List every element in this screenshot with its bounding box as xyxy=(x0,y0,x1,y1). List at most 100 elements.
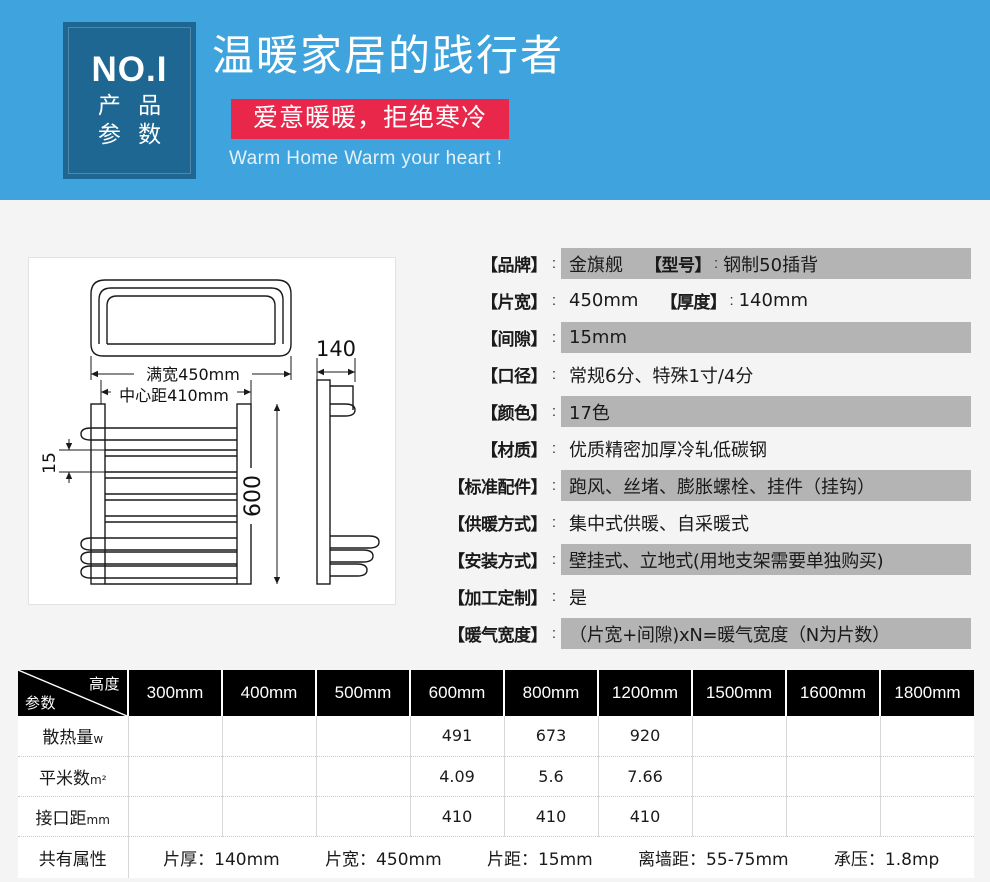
footer-attributes-list: 片厚：140mm 片宽：450mm 片距：15mm 离墙距：55-75mm 承压… xyxy=(129,845,975,870)
table-cell xyxy=(222,716,317,757)
row-unit: w xyxy=(93,732,104,747)
spec-colon-2: : xyxy=(714,255,719,272)
table-row-header: 散热量w xyxy=(18,716,129,757)
header-banner: NO.I 产 品 参 数 温暖家居的践行者 爱意暖暖，拒绝寒冷 Warm Hom… xyxy=(0,0,990,200)
spec-label: 【材质】 xyxy=(481,441,548,461)
spec-row: 【材质】 : 优质精密加厚冷轧低碳钢 xyxy=(443,430,971,467)
spec-label-2: 【型号】 xyxy=(645,256,712,276)
table-cell: 410 xyxy=(504,796,599,837)
banner-slogan-box: 爱意暖暖，拒绝寒冷 xyxy=(231,99,510,139)
table-row-header: 接口距mm xyxy=(18,796,129,837)
spec-value: 跑风、丝堵、膨胀螺栓、挂件（挂钩） xyxy=(569,476,875,498)
table-cell xyxy=(786,796,881,837)
corner-bottom-label: 参数 xyxy=(25,694,57,712)
spec-value-2: 钢制50插背 xyxy=(723,254,819,276)
table-cell: 673 xyxy=(504,716,599,757)
spec-value: 17色 xyxy=(569,402,610,424)
table-col-header: 300mm xyxy=(128,670,223,716)
spec-value: 常规6分、特殊1寸/4分 xyxy=(569,365,754,387)
table-cell xyxy=(786,716,881,757)
footer-attributes-cell: 片厚：140mm 片宽：450mm 片距：15mm 离墙距：55-75mm 承压… xyxy=(128,836,974,878)
spec-value-wrap: 是 xyxy=(561,581,971,612)
table-col-header: 500mm xyxy=(316,670,411,716)
spec-row: 【标准配件】 : 跑风、丝堵、膨胀螺栓、挂件（挂钩） xyxy=(443,467,971,504)
table-cell: 920 xyxy=(598,716,693,757)
spec-colon: : xyxy=(551,588,557,605)
spec-row: 【间隙】 : 15mm xyxy=(443,319,971,356)
table-cell xyxy=(880,716,974,757)
dim-gap-label: 15 xyxy=(40,452,60,474)
spec-colon: : xyxy=(551,625,557,642)
footer-item: 承压：1.8mp xyxy=(833,849,940,870)
spec-row: 【颜色】 : 17色 xyxy=(443,393,971,430)
footer-item: 片厚：140mm xyxy=(163,849,280,870)
spec-colon: : xyxy=(551,255,557,272)
table-cell xyxy=(222,756,317,797)
badge-no1-text: NO.I xyxy=(91,50,168,90)
spec-colon: : xyxy=(551,403,557,420)
spec-value-wrap: 优质精密加厚冷轧低碳钢 xyxy=(561,433,971,464)
table-cell: 4.09 xyxy=(410,756,505,797)
spec-value: 450mm xyxy=(569,290,639,311)
spec-value-wrap: 450mm 【厚度】 : 140mm xyxy=(561,285,971,316)
spec-colon: : xyxy=(551,440,557,457)
table-corner-cell: 高度 参数 xyxy=(18,670,129,716)
spec-label: 【品牌】 xyxy=(481,256,548,276)
spec-value: 是 xyxy=(569,587,587,609)
spec-label: 【片宽】 xyxy=(481,293,548,313)
corner-diagonal-line xyxy=(18,670,127,716)
spec-label: 【暖气宽度】 xyxy=(448,626,548,646)
spec-colon: : xyxy=(551,292,557,309)
table-cell: 491 xyxy=(410,716,505,757)
table-cell xyxy=(786,756,881,797)
banner-slogan-text: 爱意暖暖，拒绝寒冷 xyxy=(253,103,488,132)
row-unit: mm xyxy=(86,812,110,827)
table-col-header: 800mm xyxy=(504,670,599,716)
table-cell: 5.6 xyxy=(504,756,599,797)
spec-value: 集中式供暖、自采暖式 xyxy=(569,513,749,535)
spec-colon: : xyxy=(551,477,557,494)
dim-center-distance-label: 中心距410mm xyxy=(119,386,229,405)
row-name: 散热量 xyxy=(42,728,94,749)
table-col-header: 1800mm xyxy=(880,670,974,716)
table-row-header: 平米数m² xyxy=(18,756,129,797)
spec-colon: : xyxy=(551,551,557,568)
corner-top-label: 高度 xyxy=(88,675,120,693)
table-cell xyxy=(692,756,787,797)
spec-row: 【加工定制】 : 是 xyxy=(443,578,971,615)
radiator-technical-drawing: 满宽450mm 中心距410mm xyxy=(40,279,380,585)
content-area: 满宽450mm 中心距410mm xyxy=(0,200,990,882)
spec-value-wrap: 15mm xyxy=(561,322,971,353)
product-drawing-panel: 满宽450mm 中心距410mm xyxy=(28,257,396,605)
dim-depth-label: 140 xyxy=(316,337,356,361)
table-cell xyxy=(692,796,787,837)
banner-title: 温暖家居的践行者 xyxy=(212,31,565,80)
footer-label: 共有属性 xyxy=(18,836,129,878)
spec-value: 金旗舰 xyxy=(569,254,623,276)
table-cell: 7.66 xyxy=(598,756,693,797)
table-row: 接口距mm 410 410 410 xyxy=(18,796,974,837)
spec-row: 【口径】 : 常规6分、特殊1寸/4分 xyxy=(443,356,971,393)
table-cell xyxy=(880,796,974,837)
spec-colon: : xyxy=(551,514,557,531)
no1-badge: NO.I 产 品 参 数 xyxy=(63,22,196,179)
table-header-row: 高度 参数 300mm 400mm 500mm 600mm 800mm 1200… xyxy=(18,670,974,716)
spec-row: 【片宽】 : 450mm 【厚度】 : 140mm xyxy=(443,282,971,319)
row-name: 接口距 xyxy=(35,808,87,829)
spec-value: 优质精密加厚冷轧低碳钢 xyxy=(569,439,767,461)
spec-value-wrap: 17色 xyxy=(561,396,971,427)
spec-value-wrap: 常规6分、特殊1寸/4分 xyxy=(561,359,971,390)
table-cell: 410 xyxy=(598,796,693,837)
spec-value-wrap: （片宽+间隙)xN=暖气宽度（N为片数） xyxy=(561,618,971,649)
table-col-header: 1600mm xyxy=(786,670,881,716)
table-col-header: 400mm xyxy=(222,670,317,716)
spec-label: 【颜色】 xyxy=(481,404,548,424)
footer-item: 片距：15mm xyxy=(486,849,593,870)
spec-colon-2: : xyxy=(729,292,734,309)
row-unit: m² xyxy=(90,772,107,787)
spec-value: 15mm xyxy=(569,327,627,348)
table-col-header: 1200mm xyxy=(598,670,693,716)
row-name: 平米数 xyxy=(39,768,90,789)
spec-value-wrap: 跑风、丝堵、膨胀螺栓、挂件（挂钩） xyxy=(561,470,971,501)
